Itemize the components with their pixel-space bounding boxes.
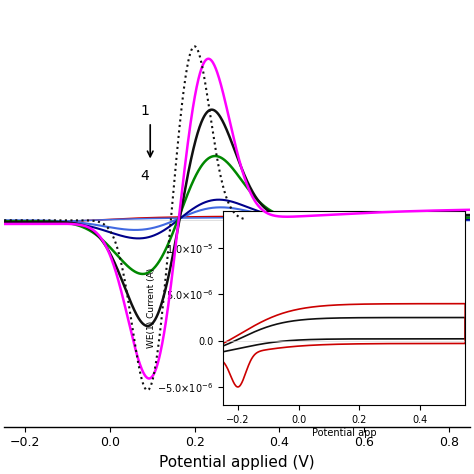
- Text: 1: 1: [140, 104, 149, 118]
- X-axis label: Potential applied (V): Potential applied (V): [159, 455, 315, 470]
- Text: 4: 4: [140, 169, 149, 183]
